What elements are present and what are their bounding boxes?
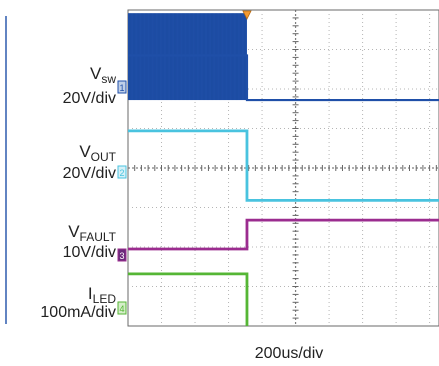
vfault-channel-number: 3: [119, 251, 124, 261]
scope-traces: [128, 10, 439, 326]
vout-label: VOUT: [79, 142, 116, 164]
vfault-label: VFAULT: [68, 222, 116, 244]
x-axis-caption: 200us/div: [255, 345, 324, 362]
vsw-label: Vsw: [90, 64, 116, 86]
vsw-channel-number: 1: [119, 83, 124, 93]
channel-labels: Vsw20V/divVOUT20V/divVFAULT10V/divILED10…: [40, 64, 116, 321]
trigger-marker: [242, 10, 252, 20]
vout-label-main: V: [79, 142, 91, 161]
vout-scale-label: 20V/div: [63, 165, 116, 182]
iled-scale-label: 100mA/div: [40, 304, 116, 321]
vout-trace: [128, 129, 439, 202]
iled-label-main: I: [88, 284, 93, 303]
vout-channel-number: 2: [119, 168, 124, 178]
vsw-switching-band: [128, 13, 247, 101]
vout-channel-marker: [117, 165, 127, 179]
iled-trace: [128, 272, 249, 326]
vfault-trace: [128, 218, 439, 251]
vfault-channel-marker: [117, 248, 127, 262]
vfault-label-main: V: [68, 222, 80, 241]
channel-markers: 1 2 3 4: [117, 80, 127, 315]
vsw-label-main: V: [90, 64, 102, 83]
vsw-label-sub: sw: [101, 72, 116, 86]
iled-channel-number: 4: [119, 304, 124, 314]
vfault-scale-label: 10V/div: [63, 244, 116, 261]
iled-label: ILED: [88, 284, 116, 306]
vfault-label-sub: FAULT: [80, 230, 117, 244]
vsw-scale-label: 20V/div: [63, 90, 116, 107]
vsw-channel-marker: [117, 80, 127, 94]
vsw-trace: [128, 54, 439, 102]
vout-label-sub: OUT: [91, 150, 117, 164]
iled-channel-marker: [117, 301, 127, 315]
iled-label-sub: LED: [93, 292, 117, 306]
